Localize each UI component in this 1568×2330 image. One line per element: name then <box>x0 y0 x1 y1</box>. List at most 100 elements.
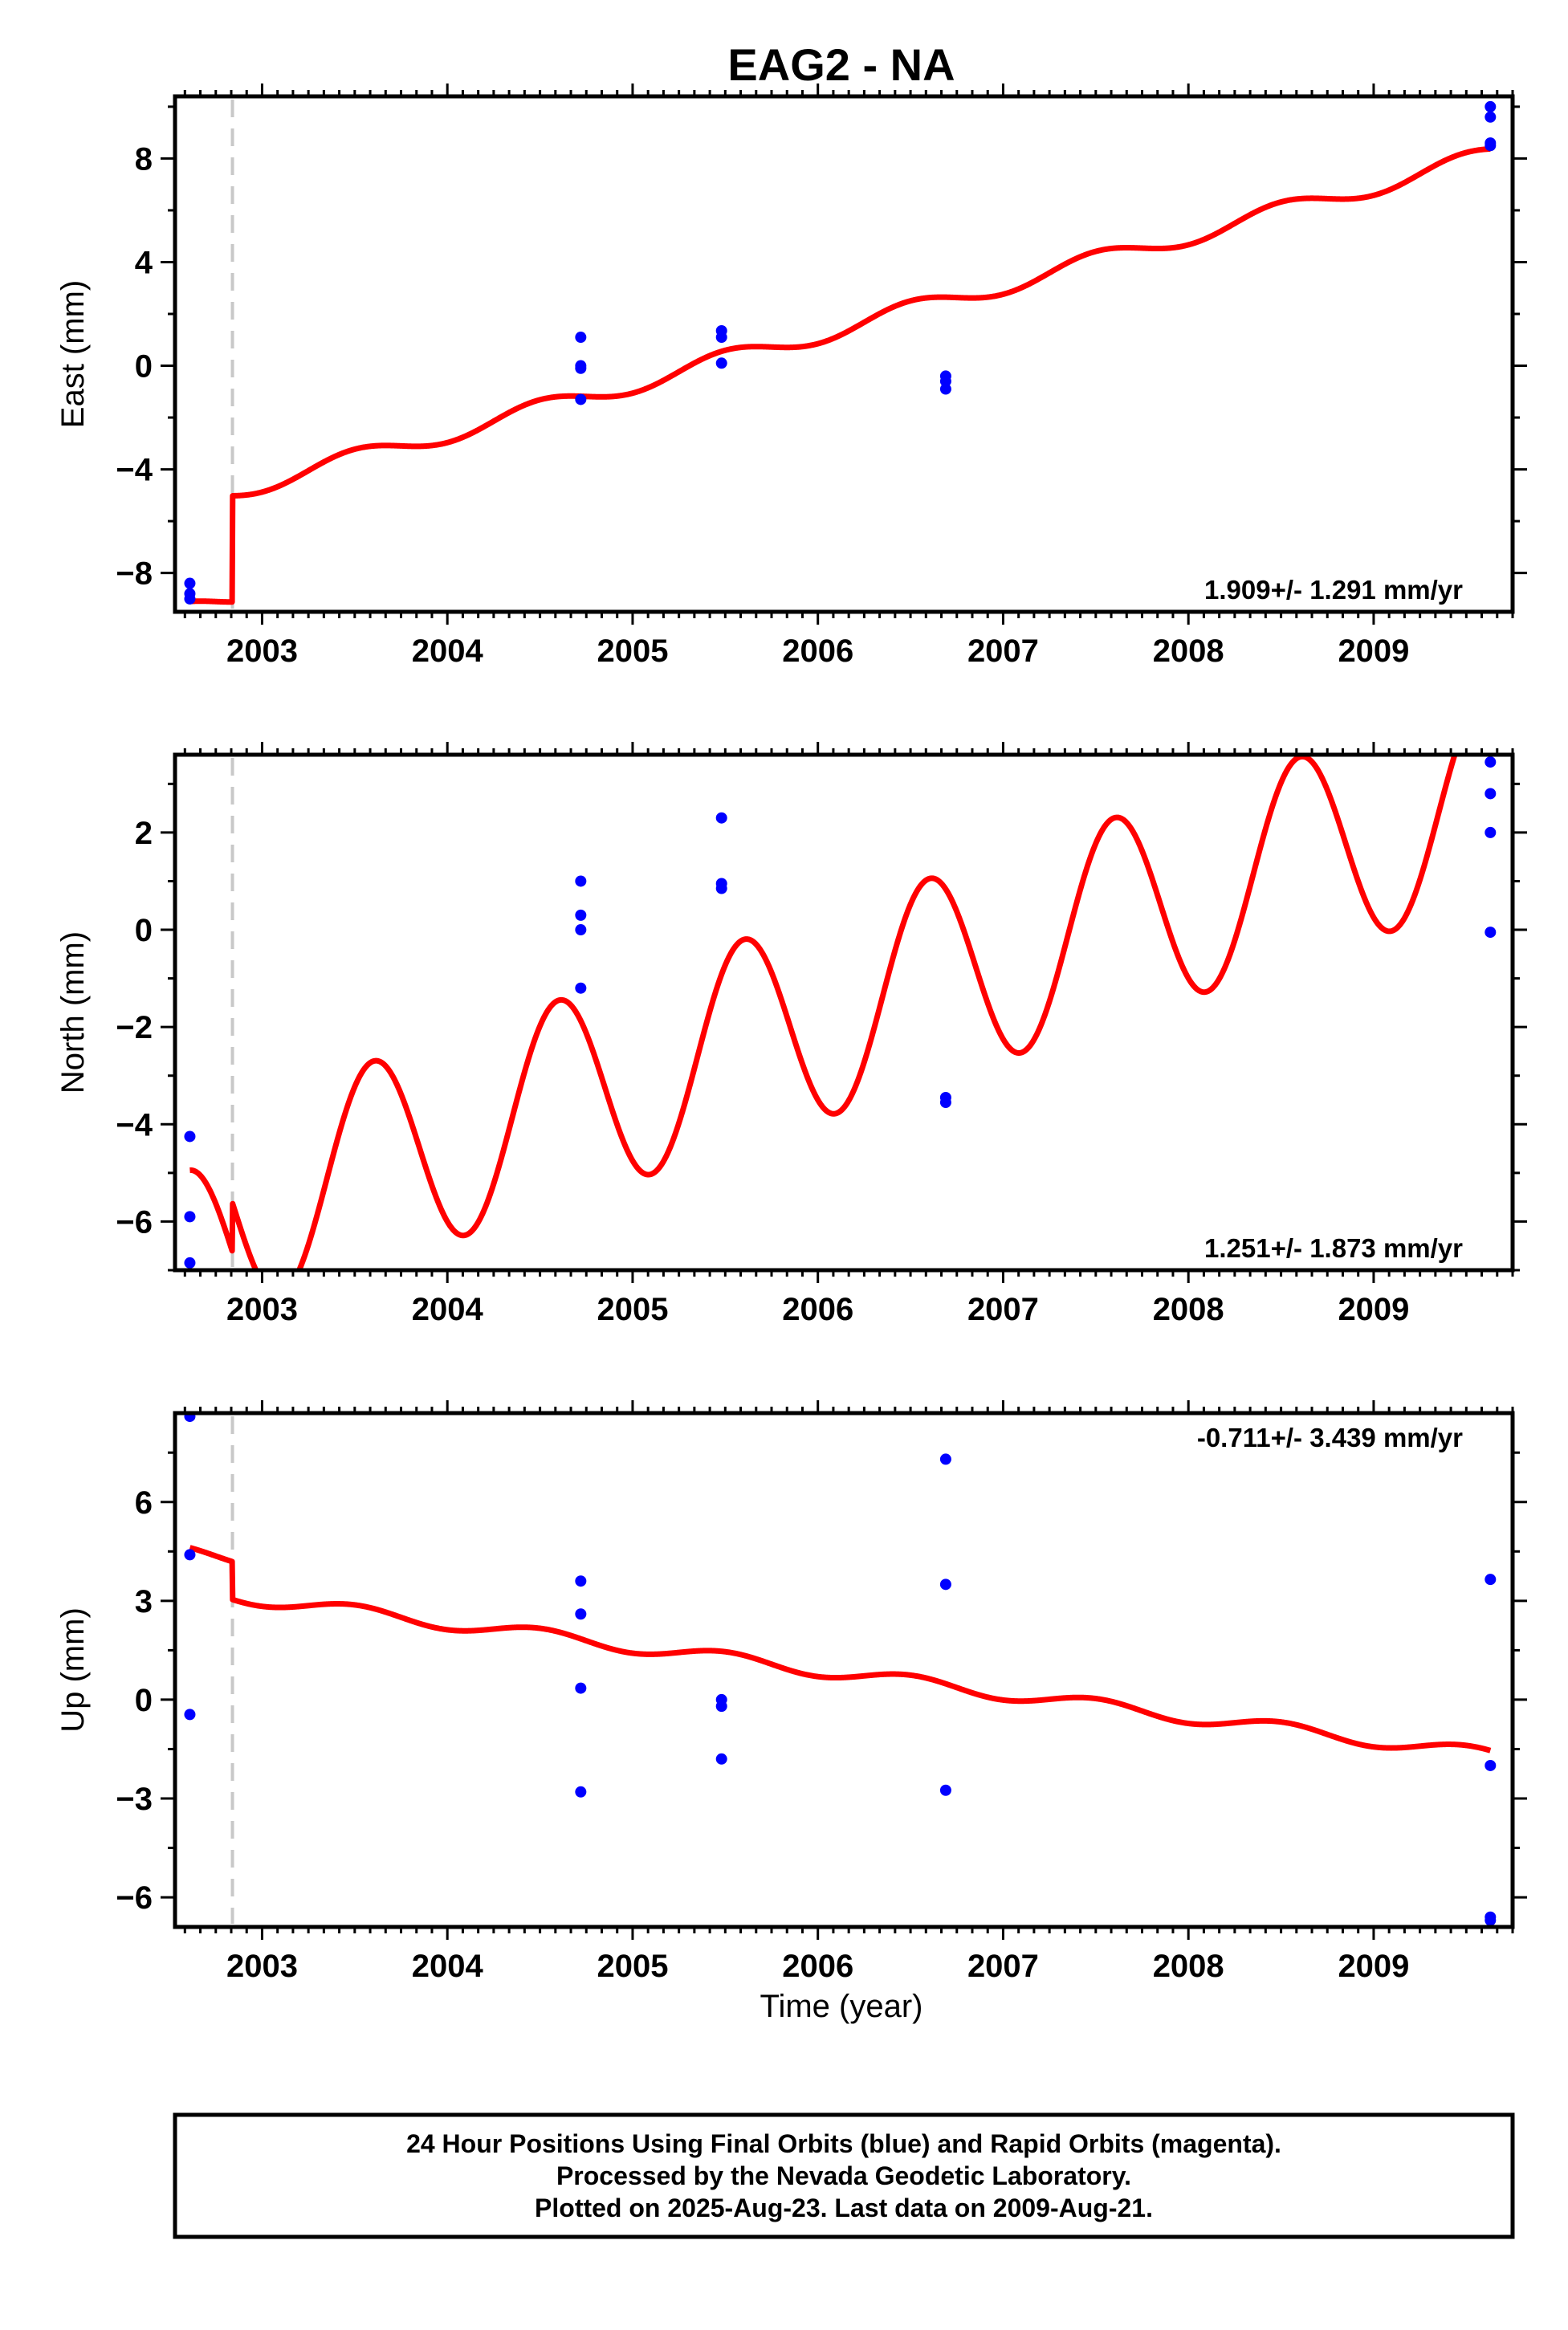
y-tick-label: 8 <box>135 141 153 177</box>
velocity-rate-label: 1.909+/- 1.291 mm/yr <box>1204 575 1463 605</box>
footer-line-2: Processed by the Nevada Geodetic Laborat… <box>556 2161 1131 2190</box>
x-tick-label: 2009 <box>1338 1949 1409 1984</box>
data-point <box>1485 756 1497 768</box>
y-tick-label: 2 <box>135 816 153 851</box>
x-tick-label: 2009 <box>1338 633 1409 669</box>
data-point <box>939 1097 951 1109</box>
data-point <box>575 362 587 374</box>
data-point <box>939 375 951 387</box>
y-tick-label: 0 <box>135 1683 153 1718</box>
data-point <box>715 812 727 824</box>
x-tick-label: 2004 <box>412 1292 484 1327</box>
x-tick-label: 2004 <box>412 1949 484 1984</box>
x-tick-label: 2006 <box>782 633 853 669</box>
data-point <box>939 1784 951 1796</box>
y-tick-label: −6 <box>116 1204 153 1240</box>
data-point <box>575 875 587 887</box>
data-point <box>575 1786 587 1798</box>
data-point <box>184 577 196 589</box>
footer-frame <box>173 2112 1515 2239</box>
y-tick-label: −8 <box>116 556 153 592</box>
x-tick-label: 2003 <box>226 1292 298 1327</box>
data-point <box>715 882 727 894</box>
plot-frame <box>173 752 1515 1273</box>
data-point <box>575 1608 587 1620</box>
data-point <box>939 1578 951 1591</box>
data-point <box>575 924 587 936</box>
x-tick-label: 2003 <box>226 1949 298 1984</box>
data-point <box>1485 111 1497 123</box>
data-point <box>184 1257 196 1269</box>
data-point <box>184 1211 196 1223</box>
y-tick-label: 3 <box>135 1584 153 1619</box>
data-point <box>184 1413 196 1423</box>
data-point <box>575 1575 587 1587</box>
y-tick-label: −2 <box>116 1010 153 1045</box>
y-tick-label: −6 <box>116 1880 153 1916</box>
data-point <box>184 1130 196 1143</box>
data-point <box>1485 927 1497 939</box>
model-fit-line <box>187 755 1458 1270</box>
model-fit-line <box>187 146 1493 605</box>
data-point <box>1485 826 1497 838</box>
model-fit-line <box>187 1545 1493 1754</box>
data-point <box>715 1701 727 1713</box>
y-tick-label: −4 <box>116 453 153 488</box>
y-tick-label: 6 <box>135 1485 153 1521</box>
data-point <box>1485 140 1497 152</box>
y-axis-title: Up (mm) <box>55 1607 91 1733</box>
x-tick-label: 2008 <box>1153 1949 1224 1984</box>
data-point <box>1485 788 1497 800</box>
data-point <box>1485 1914 1497 1926</box>
x-tick-label: 2003 <box>226 633 298 669</box>
x-tick-label: 2006 <box>782 1949 853 1984</box>
north-panel: 2003 2004 2005 2006 2007 2008 2009 −6 −4 −2 0 2 Nort… <box>55 742 1527 1327</box>
data-point <box>184 1709 196 1721</box>
data-point <box>575 332 587 344</box>
data-point <box>575 1682 587 1694</box>
footer-line-1: 24 Hour Positions Using Final Orbits (bl… <box>406 2129 1281 2158</box>
plot-frame <box>173 1411 1515 1929</box>
footer-line-3: Plotted on 2025-Aug-23. Last data on 200… <box>535 2194 1153 2222</box>
data-point <box>575 393 587 405</box>
data-point <box>715 1753 727 1765</box>
x-tick-label: 2007 <box>967 1949 1039 1984</box>
data-point <box>939 383 951 395</box>
data-point <box>184 593 196 605</box>
y-tick-label: 4 <box>135 245 153 280</box>
x-tick-label: 2007 <box>967 633 1039 669</box>
x-tick-label: 2006 <box>782 1292 853 1327</box>
velocity-rate-label: 1.251+/- 1.873 mm/yr <box>1204 1233 1463 1263</box>
east-panel: 2003 2004 2005 2006 2007 2008 2009 −8 −4 0 4 8 East … <box>55 84 1527 669</box>
y-tick-label: −4 <box>116 1107 153 1143</box>
y-tick-label: 0 <box>135 349 153 385</box>
velocity-rate-label: -0.711+/- 3.439 mm/yr <box>1197 1423 1463 1452</box>
data-point <box>1485 1759 1497 1771</box>
up-panel: 2003 2004 2005 2006 2007 2008 2009 −6 −3 0 3 6 Up (m… <box>55 1400 1527 1984</box>
data-point <box>1485 100 1497 112</box>
x-tick-label: 2005 <box>597 1949 668 1984</box>
chart-title: EAG2 - NA <box>727 39 955 90</box>
y-axis-title: East (mm) <box>55 280 91 428</box>
plot-frame <box>173 94 1515 614</box>
footer-box: 24 Hour Positions Using Final Orbits (bl… <box>173 2112 1515 2239</box>
y-tick-label: −3 <box>116 1782 153 1817</box>
x-tick-label: 2009 <box>1338 1292 1409 1327</box>
x-tick-label: 2007 <box>967 1292 1039 1327</box>
data-point <box>715 332 727 344</box>
x-tick-label: 2008 <box>1153 1292 1224 1327</box>
data-point <box>184 1549 196 1561</box>
data-point <box>715 357 727 369</box>
x-tick-label: 2005 <box>597 1292 668 1327</box>
x-tick-label: 2004 <box>412 633 484 669</box>
y-tick-label: 0 <box>135 913 153 948</box>
data-point <box>939 1453 951 1465</box>
x-tick-label: 2008 <box>1153 633 1224 669</box>
data-point <box>575 909 587 921</box>
x-tick-label: 2005 <box>597 633 668 669</box>
y-axis-title: North (mm) <box>55 931 91 1094</box>
x-axis-title: Time (year) <box>760 1989 923 2024</box>
data-point <box>1485 1574 1497 1586</box>
